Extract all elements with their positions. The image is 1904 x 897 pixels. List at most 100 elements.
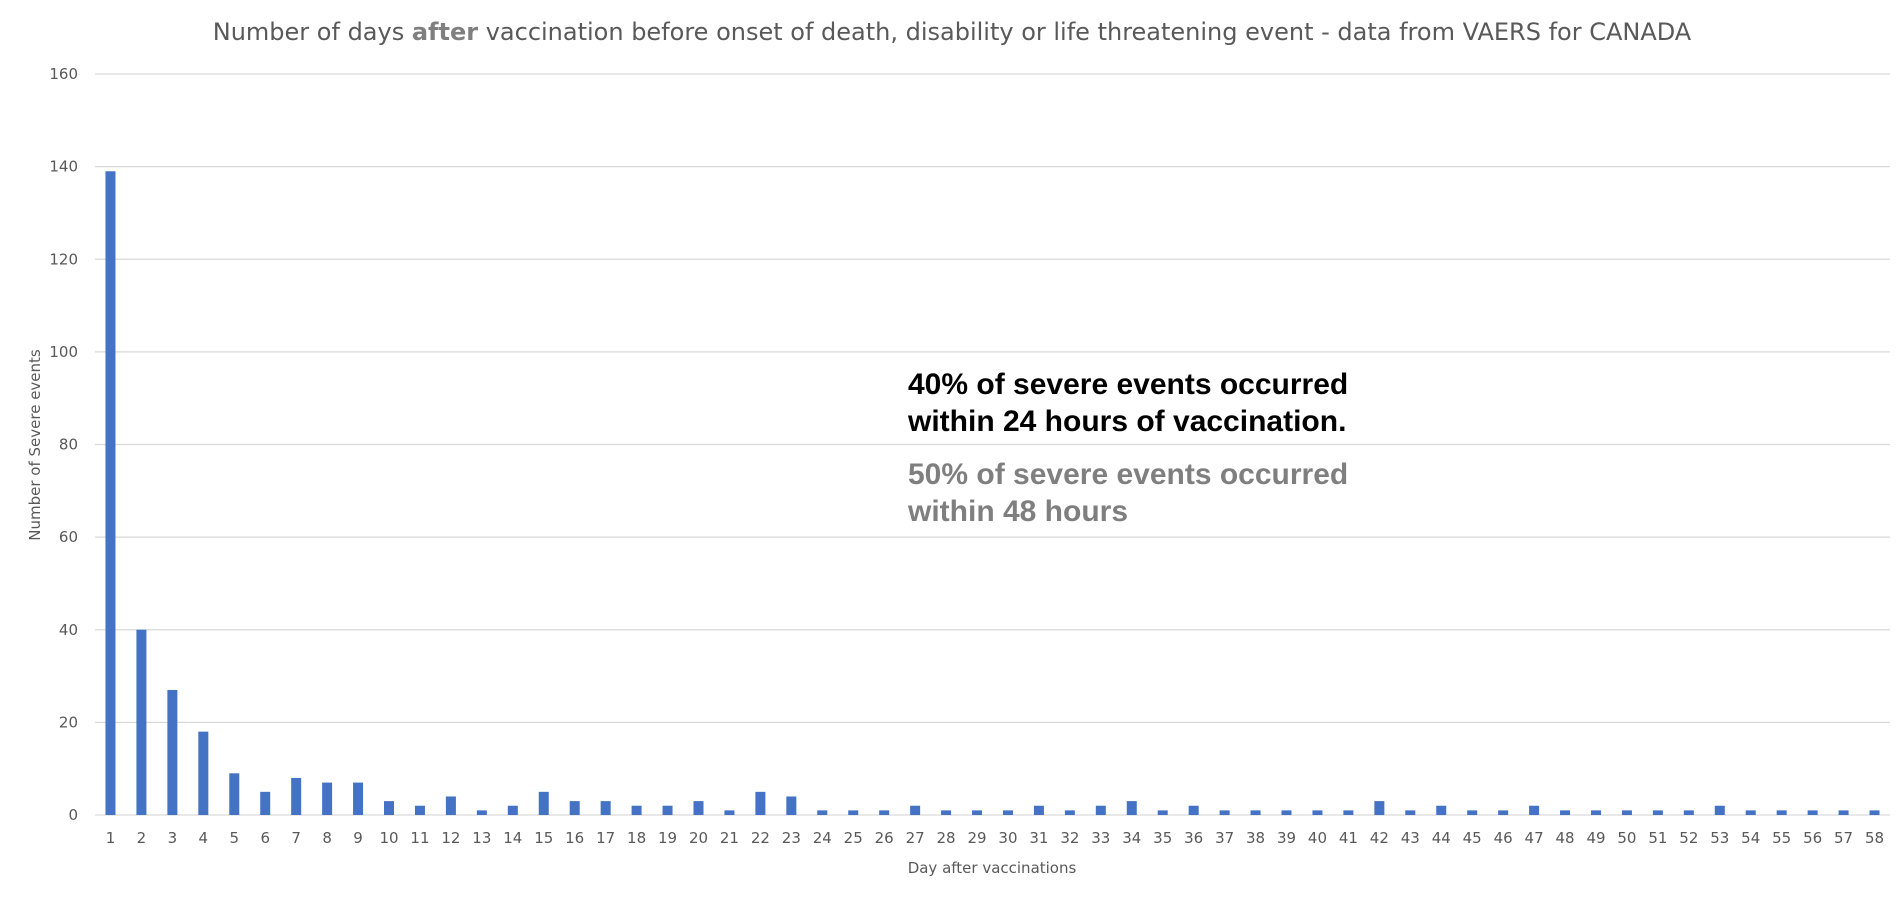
y-tick-label: 20	[59, 713, 78, 731]
bar-day-44	[1436, 805, 1447, 815]
bar-day-53	[1714, 805, 1725, 815]
bar-day-56	[1807, 810, 1818, 815]
annotation-48-hours-line-2: within 48 hours	[908, 495, 1129, 528]
y-tick-label: 0	[68, 806, 78, 824]
bar-day-25	[848, 810, 859, 815]
x-tick-label: 17	[596, 829, 615, 847]
bar-day-15	[538, 791, 549, 815]
x-tick-label: 19	[658, 829, 677, 847]
chart-title-emphasis: after	[411, 18, 479, 46]
x-tick-label: 24	[813, 829, 832, 847]
x-tick-label: 8	[322, 829, 332, 847]
x-tick-label: 31	[1029, 829, 1048, 847]
y-tick-label: 40	[59, 621, 78, 639]
annotation-48-hours-line-1: 50% of severe events occurred	[908, 458, 1349, 491]
bar-day-24	[817, 810, 828, 815]
bar-day-23	[786, 796, 797, 815]
x-tick-label: 51	[1648, 829, 1667, 847]
x-tick-label: 15	[534, 829, 553, 847]
bar-day-12	[445, 796, 456, 815]
bar-day-43	[1405, 810, 1416, 815]
bar-day-28	[941, 810, 952, 815]
x-tick-label: 14	[503, 829, 522, 847]
bar-day-26	[879, 810, 890, 815]
bar-day-9	[353, 782, 364, 815]
bar-day-45	[1467, 810, 1478, 815]
bar-day-58	[1869, 810, 1880, 815]
bar-day-21	[724, 810, 735, 815]
x-tick-label: 1	[106, 829, 116, 847]
chart-title: Number of days after vaccination before …	[0, 18, 1904, 46]
y-tick-label: 60	[59, 528, 78, 546]
x-tick-label: 49	[1586, 829, 1605, 847]
bar-day-36	[1188, 805, 1199, 815]
bar-day-7	[291, 777, 302, 815]
x-tick-label: 42	[1370, 829, 1389, 847]
bar-day-37	[1219, 810, 1230, 815]
x-tick-label: 18	[627, 829, 646, 847]
x-tick-label: 48	[1555, 829, 1574, 847]
x-tick-label: 6	[260, 829, 270, 847]
x-tick-label: 38	[1246, 829, 1265, 847]
x-tick-label: 50	[1617, 829, 1636, 847]
bar-day-1	[105, 171, 116, 816]
bar-day-33	[1095, 805, 1106, 815]
x-tick-label: 56	[1803, 829, 1822, 847]
x-tick-label: 27	[906, 829, 925, 847]
bar-day-16	[569, 801, 580, 815]
x-tick-label: 5	[229, 829, 239, 847]
bar-day-49	[1590, 810, 1601, 815]
y-tick-label: 140	[49, 158, 78, 176]
x-tick-label: 4	[199, 829, 209, 847]
y-tick-label: 100	[49, 343, 78, 361]
x-tick-label: 37	[1215, 829, 1234, 847]
gridlines	[95, 73, 1890, 816]
bar-day-46	[1498, 810, 1509, 815]
x-tick-label: 13	[472, 829, 491, 847]
y-tick-labels: 0 20 40 60 80 100 120 140 160	[49, 65, 78, 824]
bar-day-20	[693, 801, 704, 815]
x-tick-label: 30	[998, 829, 1017, 847]
x-tick-label: 46	[1494, 829, 1513, 847]
bar-day-17	[600, 801, 611, 815]
bar-day-8	[322, 782, 333, 815]
bar-day-41	[1343, 810, 1354, 815]
chart-title-start: Number of days	[212, 18, 412, 46]
x-tick-label: 32	[1060, 829, 1079, 847]
y-tick-label: 120	[49, 250, 78, 268]
bar-day-4	[198, 731, 209, 815]
y-tick-label: 80	[59, 436, 78, 454]
bar-day-2	[136, 629, 147, 815]
bar-day-5	[229, 773, 240, 815]
x-tick-label: 58	[1865, 829, 1884, 847]
x-tick-label: 21	[720, 829, 739, 847]
bar-day-29	[972, 810, 983, 815]
annotation-24-hours-line-1: 40% of severe events occurred	[908, 368, 1349, 401]
x-tick-labels: 1 2 3 4 5 6 7 8 9 10 11 12 13 14 15 16 17 18 19 20 21 22 23 24 2…	[106, 829, 1884, 847]
bar-day-30	[1002, 810, 1013, 815]
annotation-24-hours-line-2: within 24 hours of vaccination.	[908, 405, 1347, 438]
bar-day-48	[1560, 810, 1571, 815]
bar-day-32	[1064, 810, 1075, 815]
x-tick-label: 23	[782, 829, 801, 847]
y-axis-label: Number of Severe events	[26, 349, 44, 541]
x-tick-label: 33	[1091, 829, 1110, 847]
bar-day-40	[1312, 810, 1323, 815]
x-tick-label: 53	[1710, 829, 1729, 847]
bar-day-6	[260, 791, 271, 815]
x-tick-label: 36	[1184, 829, 1203, 847]
x-tick-label: 3	[168, 829, 178, 847]
x-tick-label: 47	[1525, 829, 1544, 847]
x-tick-label: 35	[1153, 829, 1172, 847]
chart-title-end: vaccination before onset of death, disab…	[478, 18, 1692, 46]
x-tick-label: 43	[1401, 829, 1420, 847]
x-tick-label: 7	[291, 829, 301, 847]
bar-day-18	[631, 805, 642, 815]
x-tick-label: 2	[137, 829, 147, 847]
bar-day-50	[1621, 810, 1632, 815]
x-tick-label: 12	[441, 829, 460, 847]
bar-day-55	[1776, 810, 1787, 815]
bar-day-14	[507, 805, 518, 815]
x-tick-label: 29	[967, 829, 986, 847]
